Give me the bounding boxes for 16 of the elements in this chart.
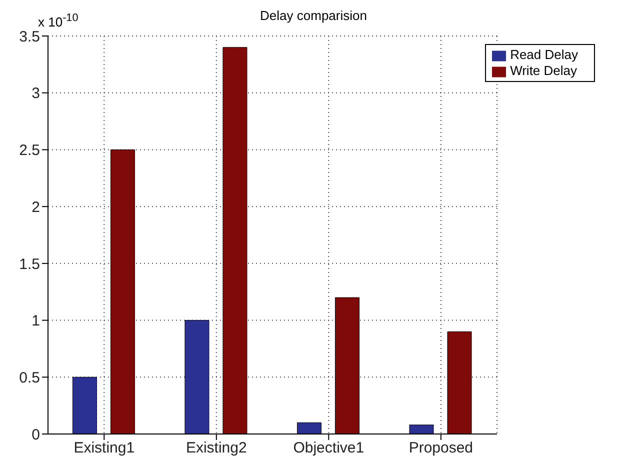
- chart-title: Delay comparision: [260, 8, 367, 23]
- y-tick-label: 1: [32, 312, 40, 330]
- y-tick-label: 1.5: [19, 256, 40, 273]
- y-tick-label: 2: [32, 198, 40, 216]
- y-tick-label: 3: [32, 85, 40, 102]
- x-tick-label: Existing1: [74, 440, 135, 457]
- legend-label: Read Delay: [510, 47, 578, 62]
- y-tick-label: 0: [32, 426, 40, 444]
- y-tick-label: 2.5: [19, 142, 40, 160]
- x-tick-label: Proposed: [408, 440, 474, 457]
- x-tick-label: Existing2: [186, 440, 247, 457]
- legend-label: Write Delay: [510, 63, 578, 78]
- x-tick-label: Objective1: [293, 440, 364, 457]
- text: x 10$^{-10}$: [38, 12, 78, 30]
- y-tick-label: 0.5: [19, 369, 40, 386]
- y-tick-label: 3.5: [19, 28, 40, 46]
